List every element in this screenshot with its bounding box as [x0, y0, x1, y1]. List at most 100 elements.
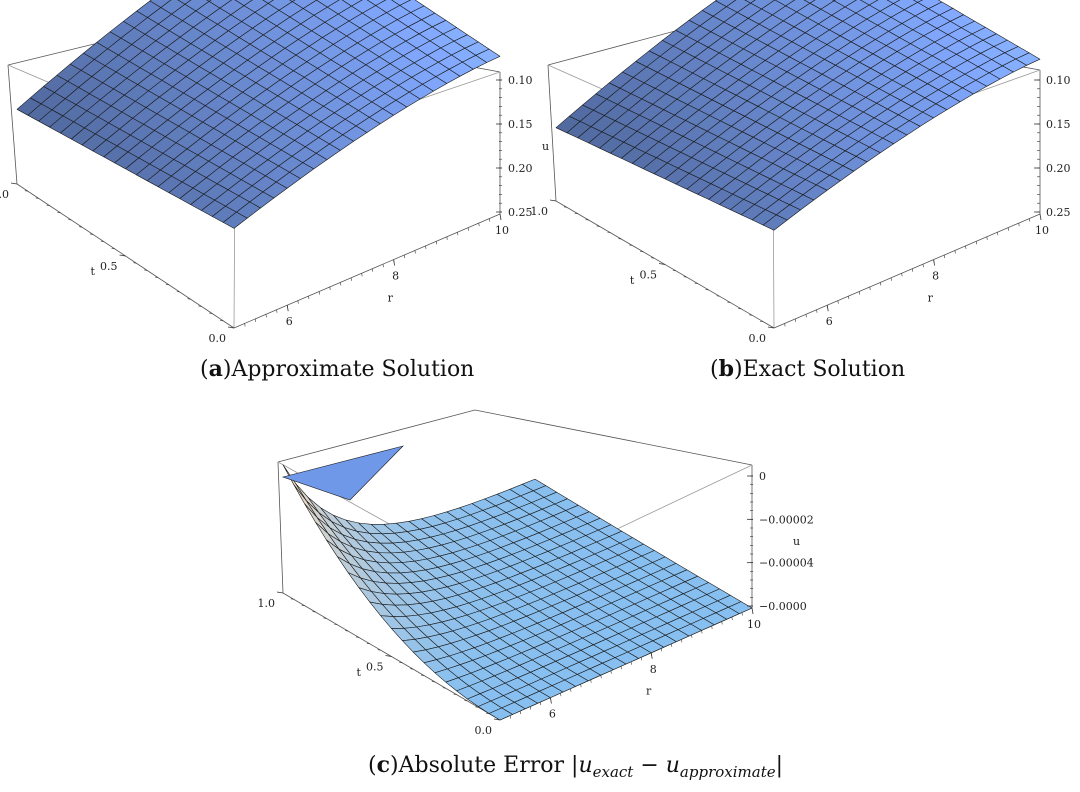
- r-minor-tick: [711, 625, 713, 629]
- r-minor-tick: [590, 679, 592, 683]
- t-minor-tick: [290, 598, 294, 600]
- r-minor-tick: [297, 300, 299, 304]
- t-minor-tick: [727, 301, 731, 303]
- r-minor-tick: [784, 323, 786, 327]
- t-tick-label: 0.5: [640, 269, 658, 282]
- caption-c: (c)Absolute Error |uexact − uapproximate…: [368, 752, 784, 781]
- caption-c-sub2: approximate: [679, 763, 776, 781]
- r-minor-tick: [244, 323, 246, 327]
- t-minor-tick: [79, 226, 83, 228]
- t-minor-tick: [355, 636, 359, 638]
- r-minor-tick: [457, 232, 459, 236]
- r-minor-tick: [965, 245, 967, 249]
- r-minor-tick: [340, 282, 342, 286]
- t-minor-tick: [475, 706, 479, 708]
- r-tick-label: 10: [747, 618, 761, 631]
- r-tick: [1039, 213, 1042, 221]
- caption-b-text: Exact Solution: [742, 357, 906, 382]
- t-minor-tick: [585, 219, 589, 221]
- u-tick-label: −0.0000: [759, 600, 807, 613]
- t-minor-tick: [464, 700, 468, 702]
- r-minor-tick: [580, 684, 582, 688]
- t-minor-tick: [563, 206, 567, 208]
- caption-c-text: Absolute Error: [398, 753, 572, 778]
- t-minor-tick: [312, 611, 316, 613]
- box-bottom-right: [233, 213, 501, 329]
- r-tick: [499, 213, 502, 221]
- r-minor-tick: [329, 286, 331, 291]
- t-minor-tick: [176, 291, 180, 293]
- r-minor-tick: [912, 268, 914, 272]
- u-tick-label: 0.10: [508, 74, 533, 87]
- t-minor-tick: [574, 212, 578, 214]
- t-minor-tick: [366, 643, 370, 645]
- r-minor-tick: [529, 706, 532, 710]
- box-bottom-right: [773, 213, 1041, 329]
- r-minor-tick: [681, 639, 683, 643]
- surface-cell: [744, 0, 756, 4]
- t-minor-tick: [453, 693, 457, 695]
- t-minor-tick: [618, 238, 622, 240]
- t-minor-tick: [68, 219, 72, 221]
- t-minor-tick: [607, 231, 611, 234]
- r-minor-tick: [858, 291, 860, 295]
- caption-c-open: |: [571, 753, 579, 778]
- t-minor-tick: [640, 251, 644, 253]
- t-minor-tick: [220, 320, 224, 322]
- r-minor-tick: [254, 318, 257, 322]
- caption-a-letter: a: [208, 356, 223, 382]
- r-minor-tick: [901, 273, 903, 277]
- r-tick-label: 8: [932, 270, 939, 283]
- r-minor-tick: [794, 318, 797, 322]
- panel-c-surface: [282, 464, 753, 721]
- panel-b-surface: [555, 0, 1041, 231]
- t-tick: [767, 326, 775, 329]
- t-tick-label: 0.0: [209, 332, 227, 345]
- t-minor-tick: [672, 270, 676, 272]
- r-minor-tick: [519, 710, 521, 715]
- r-minor-tick: [393, 259, 395, 263]
- t-minor-tick: [749, 314, 753, 316]
- t-minor-tick: [165, 284, 169, 286]
- caption-c-letter: c: [376, 752, 390, 778]
- r-minor-tick: [318, 291, 320, 295]
- r-minor-tick: [478, 223, 480, 227]
- surface-cell: [886, 0, 901, 4]
- t-minor-tick: [760, 320, 764, 322]
- t-tick-label: 0.0: [475, 724, 493, 737]
- t-minor-tick: [486, 712, 490, 714]
- r-tick-label: 8: [392, 270, 399, 283]
- r-tick-label: 10: [1035, 224, 1049, 237]
- u-tick-label: 0.25: [1046, 206, 1071, 219]
- t-minor-tick: [155, 276, 159, 278]
- t-minor-tick: [111, 248, 115, 250]
- t-minor-tick: [431, 681, 435, 683]
- surface-cell: [912, 0, 924, 3]
- t-tick: [493, 718, 501, 721]
- caption-c-u1: u: [578, 753, 593, 778]
- t-minor-tick: [410, 668, 414, 670]
- r-minor-tick: [741, 612, 743, 616]
- t-minor-tick: [323, 617, 327, 619]
- t-tick-label: 0.5: [366, 661, 384, 674]
- t-tick: [549, 199, 557, 202]
- t-axis-label: t: [90, 265, 95, 278]
- r-minor-tick: [640, 657, 642, 661]
- caption-b-letter: b: [718, 356, 734, 382]
- t-minor-tick: [198, 305, 202, 307]
- u-tick-label: 0.20: [1046, 162, 1071, 175]
- r-minor-tick: [308, 296, 310, 300]
- caption-b: (b)Exact Solution: [710, 356, 906, 382]
- r-minor-tick: [650, 652, 652, 656]
- t-minor-tick: [100, 240, 104, 242]
- r-minor-tick: [403, 254, 406, 259]
- t-minor-tick: [629, 244, 633, 246]
- t-tick-label: 0.5: [100, 260, 118, 273]
- u-tick-label: 0.25: [508, 206, 533, 219]
- t-minor-tick: [716, 295, 720, 297]
- u-axis-label: u: [793, 535, 800, 548]
- r-tick-label: 6: [826, 315, 833, 328]
- t-minor-tick: [209, 312, 213, 314]
- r-minor-tick: [954, 250, 956, 254]
